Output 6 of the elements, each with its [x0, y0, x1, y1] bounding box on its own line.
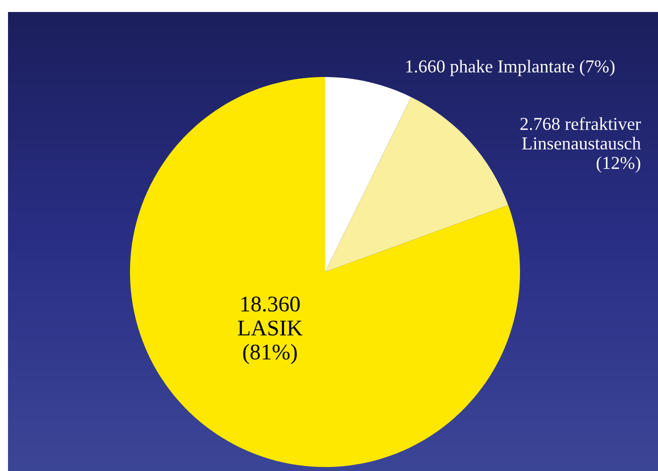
pie-slice	[325, 97, 508, 272]
pie-slice	[325, 77, 412, 272]
pie-slice	[130, 77, 520, 467]
slice-label: 18.360 LASIK (81%)	[238, 296, 302, 364]
slice-label: 2.768 refraktiver Linsenaustausch (12%)	[520, 117, 641, 173]
slice-label: 1.660 phake Implantate (7%)	[406, 60, 614, 76]
